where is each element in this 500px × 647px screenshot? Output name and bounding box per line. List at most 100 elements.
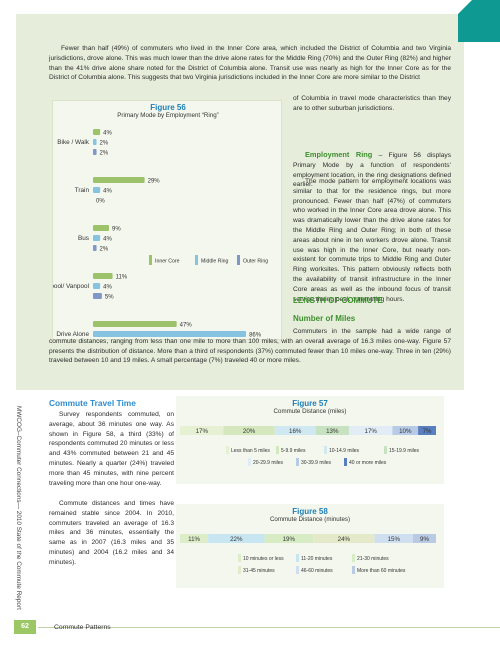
legend-swatch-2 xyxy=(324,446,327,454)
segment-0 xyxy=(180,426,224,435)
category-label-3: Carpool/ Vanpool xyxy=(53,283,89,290)
legend-label-3: 15-19.9 miles xyxy=(389,448,420,454)
employment-ring-body: The mode pattern for employment location… xyxy=(293,178,451,303)
bar-1-0 xyxy=(93,177,145,183)
bar-value-3-0: 11% xyxy=(116,275,128,281)
footer-divider xyxy=(38,627,500,628)
side-report-title: MWCOG–Commuter Connections— 2010 State o… xyxy=(15,406,22,610)
legend-label-0: Less than 5 miles xyxy=(231,448,270,454)
segment-4 xyxy=(348,426,393,435)
bar-value-3-2: 5% xyxy=(105,295,114,301)
legend-label-0: 10 minutes or less xyxy=(243,556,284,562)
legend-label-2: Outer Ring xyxy=(243,259,268,265)
legend-swatch-3 xyxy=(384,446,387,454)
intro-paragraph: Fewer than half (49%) of commuters who l… xyxy=(49,45,451,82)
figure-57-chart: 17% 20% 16% 13% 17% 10% 7% Less than 5 miles 5-9… xyxy=(180,426,436,466)
legend-swatch-2 xyxy=(237,255,240,265)
category-label-2: Bus xyxy=(78,235,89,242)
segment-label-5: 10% xyxy=(399,428,412,435)
segment-2 xyxy=(264,534,314,543)
bar-0-0 xyxy=(93,129,101,135)
figure-56-title: Figure 56 xyxy=(150,103,186,112)
legend-swatch-1 xyxy=(195,255,198,265)
segment-2 xyxy=(274,426,316,435)
segment-1 xyxy=(208,534,265,543)
bar-value-1-0: 29% xyxy=(148,179,161,185)
figure-58-subtitle: Commute Distance (minutes) xyxy=(269,516,351,523)
bar-value-2-1: 4% xyxy=(103,237,112,243)
legend-swatch-5 xyxy=(352,566,355,574)
segment-label-3: 13% xyxy=(326,428,339,435)
legend-label-6: 40 or more miles xyxy=(349,460,387,466)
legend-swatch-0 xyxy=(226,446,229,454)
legend-label-0: Inner Core xyxy=(155,259,180,265)
segment-3 xyxy=(315,426,349,435)
segment-4 xyxy=(374,534,413,543)
employment-ring-paragraph: Employment Ring – Figure 56 displays Pri… xyxy=(293,150,451,190)
commute-travel-time-paragraph-1: Survey respondents commuted, on average,… xyxy=(49,411,174,487)
bar-3-2 xyxy=(93,293,102,299)
legend-label-5: More than 60 minutes xyxy=(357,568,406,574)
bar-1-1 xyxy=(93,187,101,193)
category-label-1: Train xyxy=(75,187,90,194)
segment-label-6: 7% xyxy=(423,428,432,435)
figure-57-title: Figure 57 xyxy=(292,399,328,408)
legend-label-5: 30-39.9 miles xyxy=(301,460,332,466)
segment-label-4: 17% xyxy=(365,428,378,435)
bar-value-3-1: 4% xyxy=(103,285,112,291)
bar-3-0 xyxy=(93,273,113,279)
figure-58: Figure 58 Commute Distance (minutes) 11%… xyxy=(176,504,444,588)
bar-value-1-2: 0% xyxy=(96,199,105,205)
bar-value-0-2: 2% xyxy=(100,151,109,157)
segment-label-5: 9% xyxy=(420,536,429,543)
segment-5 xyxy=(412,534,436,543)
legend-label-1: 11-20 minutes xyxy=(301,556,333,562)
category-label-0: Bike / Walk xyxy=(57,139,90,146)
legend-swatch-6 xyxy=(344,458,347,466)
bar-value-4-0: 47% xyxy=(180,323,193,329)
bar-value-2-0: 9% xyxy=(112,227,121,233)
intro-paragraph-continued: of Columbia in travel mode characteristi… xyxy=(293,95,451,112)
figure-57-subtitle: Commute Distance (miles) xyxy=(273,408,347,415)
legend-swatch-1 xyxy=(276,446,279,454)
bar-4-1 xyxy=(93,331,247,337)
footer-section-title: Commute Patterns xyxy=(54,624,111,631)
segment-label-2: 16% xyxy=(289,428,302,435)
segment-6 xyxy=(418,426,436,435)
number-of-miles-heading: Number of Miles xyxy=(293,314,356,323)
legend-swatch-2 xyxy=(352,554,355,562)
bar-3-1 xyxy=(93,283,101,289)
segment-3 xyxy=(313,534,375,543)
segment-0 xyxy=(180,534,209,543)
legend-label-2: 21-30 minutes xyxy=(357,556,389,562)
segment-label-0: 17% xyxy=(196,428,209,435)
bar-0-1 xyxy=(93,139,97,145)
figure-58-title: Figure 58 xyxy=(292,507,328,516)
legend-label-4: 46-60 minutes xyxy=(301,568,333,574)
legend-swatch-4 xyxy=(248,458,251,466)
segment-5 xyxy=(392,426,419,435)
length-of-commute-heading: LENGTH OF COMMUTE xyxy=(293,296,383,305)
page-number: 62 xyxy=(14,620,36,634)
corner-tab-notch xyxy=(458,0,472,14)
employment-ring-heading: Employment Ring xyxy=(305,150,373,159)
employment-ring-lead: – Figure 56 displays Primary Mode by a f… xyxy=(293,152,452,189)
bar-value-0-1: 2% xyxy=(100,141,109,147)
legend-swatch-1 xyxy=(296,554,299,562)
category-label-4: Drive Alone xyxy=(56,331,89,338)
bar-4-0 xyxy=(93,321,177,327)
figure-56-subtitle: Primary Mode by Employment “Ring” xyxy=(117,112,219,119)
number-of-miles-text: Commuters in the sample had a wide range… xyxy=(49,328,451,365)
segment-label-4: 15% xyxy=(388,536,401,543)
number-of-miles-paragraph: Commuters in the sample had a wide range… xyxy=(49,327,451,366)
bar-2-0 xyxy=(93,225,110,231)
segment-label-3: 24% xyxy=(338,536,351,543)
segment-label-2: 19% xyxy=(283,536,296,543)
bar-value-0-0: 4% xyxy=(103,131,112,137)
commute-travel-time-heading: Commute Travel Time xyxy=(49,398,136,408)
legend-label-1: 5-9.9 miles xyxy=(281,448,306,454)
segment-1 xyxy=(223,426,275,435)
bar-2-2 xyxy=(93,245,97,251)
figure-57: Figure 57 Commute Distance (miles) 17% 20… xyxy=(176,396,444,484)
legend-swatch-0 xyxy=(238,554,241,562)
